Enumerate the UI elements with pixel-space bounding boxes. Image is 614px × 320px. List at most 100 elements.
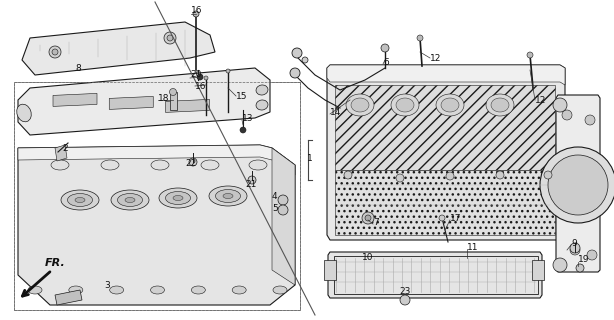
Circle shape [496, 171, 504, 179]
Text: 8: 8 [75, 63, 81, 73]
Circle shape [548, 155, 608, 215]
Circle shape [226, 69, 230, 73]
Ellipse shape [192, 286, 205, 294]
Ellipse shape [441, 98, 459, 112]
Text: 4: 4 [272, 191, 278, 201]
Polygon shape [327, 65, 565, 240]
Text: 13: 13 [242, 114, 254, 123]
Polygon shape [328, 252, 542, 298]
Polygon shape [335, 170, 555, 235]
Polygon shape [109, 96, 154, 109]
Ellipse shape [101, 160, 119, 170]
Circle shape [576, 264, 584, 272]
Ellipse shape [173, 196, 183, 201]
Circle shape [527, 52, 533, 58]
Circle shape [52, 49, 58, 55]
Circle shape [570, 245, 580, 255]
Ellipse shape [249, 160, 267, 170]
Text: 12: 12 [535, 95, 546, 105]
Text: 1: 1 [307, 154, 313, 163]
Circle shape [439, 215, 445, 221]
Circle shape [167, 35, 173, 41]
Ellipse shape [201, 160, 219, 170]
Circle shape [553, 258, 567, 272]
Circle shape [49, 46, 61, 58]
Circle shape [204, 76, 208, 80]
Circle shape [248, 176, 256, 184]
Circle shape [381, 44, 389, 52]
Ellipse shape [28, 286, 42, 294]
Ellipse shape [256, 85, 268, 95]
Polygon shape [272, 148, 295, 285]
Circle shape [396, 174, 404, 182]
Circle shape [585, 115, 595, 125]
Text: 9: 9 [571, 238, 577, 247]
Circle shape [278, 195, 288, 205]
Circle shape [193, 11, 199, 17]
Ellipse shape [491, 98, 509, 112]
Circle shape [540, 147, 614, 223]
Ellipse shape [256, 100, 268, 110]
Ellipse shape [223, 194, 233, 198]
Text: 3: 3 [104, 282, 110, 291]
Ellipse shape [346, 94, 374, 116]
Circle shape [365, 215, 371, 221]
Ellipse shape [436, 94, 464, 116]
Polygon shape [55, 145, 67, 161]
Circle shape [417, 35, 423, 41]
Circle shape [240, 127, 246, 133]
Circle shape [362, 212, 374, 224]
Text: 19: 19 [578, 255, 589, 265]
Text: 18: 18 [158, 93, 169, 102]
Circle shape [278, 205, 288, 215]
Text: 10: 10 [362, 252, 373, 261]
Text: 16: 16 [195, 82, 206, 91]
Circle shape [344, 171, 352, 179]
Ellipse shape [61, 190, 99, 210]
Circle shape [290, 68, 300, 78]
Text: 5: 5 [272, 204, 278, 212]
Polygon shape [327, 65, 565, 85]
Circle shape [302, 57, 308, 63]
Ellipse shape [391, 94, 419, 116]
Ellipse shape [125, 197, 135, 203]
Text: 21: 21 [245, 180, 257, 188]
Text: 14: 14 [330, 108, 341, 116]
Text: 12: 12 [430, 53, 441, 62]
Text: 23: 23 [399, 286, 411, 295]
Ellipse shape [273, 286, 287, 294]
Circle shape [587, 250, 597, 260]
Ellipse shape [159, 188, 197, 208]
Circle shape [164, 32, 176, 44]
Ellipse shape [486, 94, 514, 116]
Ellipse shape [17, 104, 31, 122]
Text: 15: 15 [236, 92, 247, 100]
Ellipse shape [351, 98, 369, 112]
Ellipse shape [75, 197, 85, 203]
Bar [532, 260, 544, 280]
Ellipse shape [151, 160, 169, 170]
Bar [334, 256, 538, 294]
Ellipse shape [216, 189, 241, 203]
Ellipse shape [69, 286, 83, 294]
Text: 20: 20 [190, 69, 201, 78]
Circle shape [400, 295, 410, 305]
Text: 16: 16 [191, 5, 203, 14]
Circle shape [570, 243, 580, 253]
Polygon shape [22, 22, 215, 75]
Ellipse shape [117, 194, 142, 206]
Ellipse shape [51, 160, 69, 170]
Ellipse shape [209, 186, 247, 206]
Text: 2: 2 [62, 143, 68, 153]
Text: 7: 7 [373, 218, 379, 227]
Polygon shape [18, 68, 270, 135]
Text: 17: 17 [450, 213, 462, 222]
Polygon shape [53, 93, 97, 106]
Ellipse shape [68, 194, 93, 206]
Bar [170, 92, 177, 110]
Circle shape [562, 110, 572, 120]
Circle shape [544, 171, 552, 179]
Circle shape [446, 172, 454, 180]
Polygon shape [18, 145, 295, 175]
Text: 6: 6 [383, 58, 389, 67]
